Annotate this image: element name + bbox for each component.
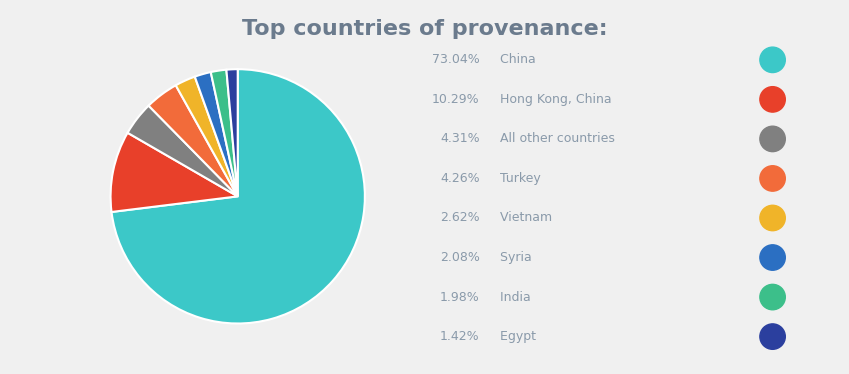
Circle shape bbox=[760, 87, 785, 112]
Wedge shape bbox=[127, 105, 238, 196]
Text: China: China bbox=[492, 53, 537, 66]
Circle shape bbox=[760, 324, 785, 349]
Circle shape bbox=[760, 47, 785, 73]
Text: 2.62%: 2.62% bbox=[440, 211, 480, 224]
Text: Turkey: Turkey bbox=[492, 172, 541, 185]
Wedge shape bbox=[111, 69, 365, 324]
Text: 73.04%: 73.04% bbox=[432, 53, 480, 66]
Text: Top countries of provenance:: Top countries of provenance: bbox=[242, 19, 607, 39]
Text: 4.26%: 4.26% bbox=[440, 172, 480, 185]
Text: Syria: Syria bbox=[492, 251, 532, 264]
Circle shape bbox=[760, 166, 785, 191]
Text: India: India bbox=[492, 291, 531, 304]
Text: 2.08%: 2.08% bbox=[440, 251, 480, 264]
Text: Vietnam: Vietnam bbox=[492, 211, 553, 224]
Wedge shape bbox=[149, 85, 238, 196]
Wedge shape bbox=[194, 72, 238, 196]
Wedge shape bbox=[110, 133, 238, 212]
Text: 4.31%: 4.31% bbox=[440, 132, 480, 145]
Circle shape bbox=[760, 205, 785, 231]
Text: All other countries: All other countries bbox=[492, 132, 616, 145]
Circle shape bbox=[760, 126, 785, 151]
Circle shape bbox=[760, 284, 785, 310]
Wedge shape bbox=[176, 77, 238, 196]
Wedge shape bbox=[227, 69, 238, 196]
Text: 1.98%: 1.98% bbox=[440, 291, 480, 304]
Circle shape bbox=[760, 245, 785, 270]
Text: Hong Kong, China: Hong Kong, China bbox=[492, 93, 612, 106]
Text: Egypt: Egypt bbox=[492, 330, 537, 343]
Text: 1.42%: 1.42% bbox=[440, 330, 480, 343]
Wedge shape bbox=[211, 70, 238, 196]
Text: 10.29%: 10.29% bbox=[432, 93, 480, 106]
